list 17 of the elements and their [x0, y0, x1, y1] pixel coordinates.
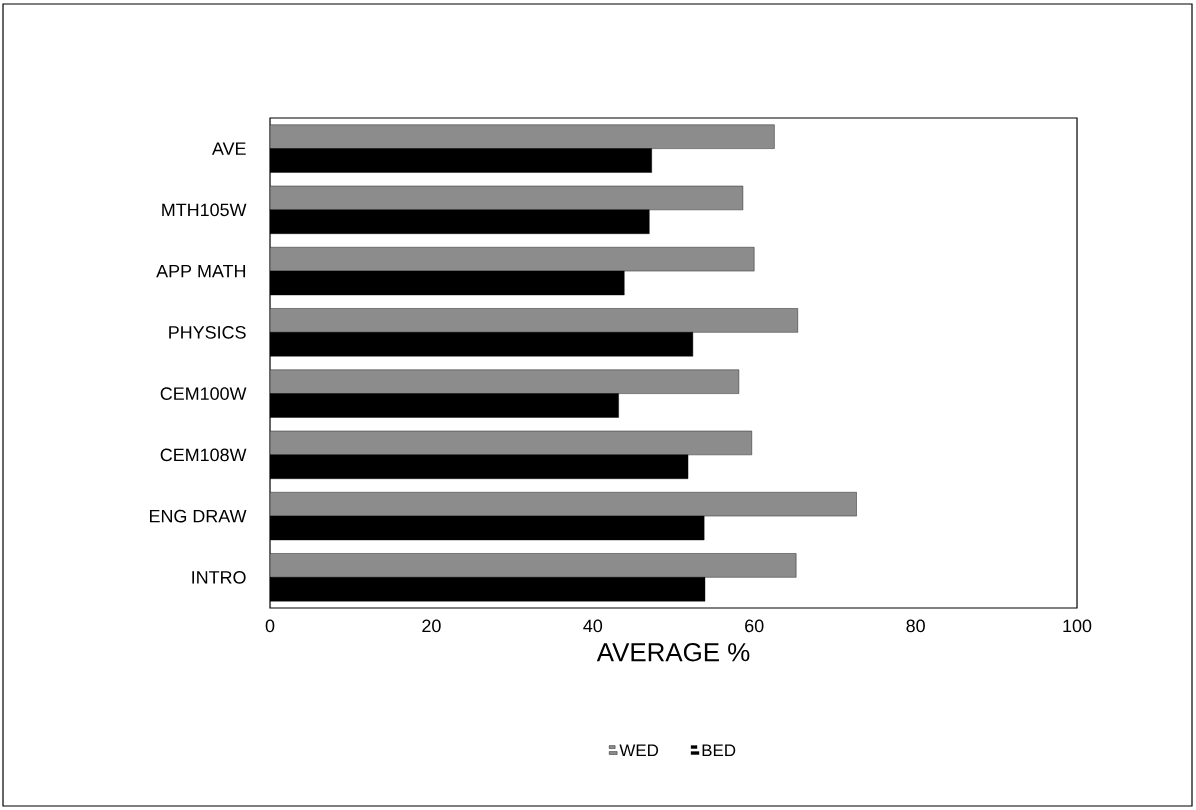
y-tick-label: APP MATH [156, 264, 246, 278]
y-tick-label: CEM108W [160, 448, 247, 462]
x-tick-label: 60 [745, 619, 764, 633]
y-tick-label: CEM100W [160, 387, 247, 400]
y-tick-label: MTH105W [162, 203, 247, 217]
x-tick-label: 40 [583, 619, 603, 633]
x-axis-title: AVERAGE % [596, 643, 750, 662]
x-tick-label: 0 [265, 619, 275, 633]
y-tick-label: AVE [211, 142, 246, 155]
x-tick-label: 100 [1063, 619, 1092, 633]
y-tick-label: PHYSICS [169, 326, 246, 339]
y-tick-label: INTRO [192, 571, 246, 584]
legend-label: BED [702, 744, 736, 757]
x-tick-label: 20 [422, 619, 441, 633]
x-tick-label: 80 [906, 619, 925, 633]
legend-label: WED [619, 744, 659, 757]
y-tick-label: ENG DRAW [149, 509, 247, 523]
